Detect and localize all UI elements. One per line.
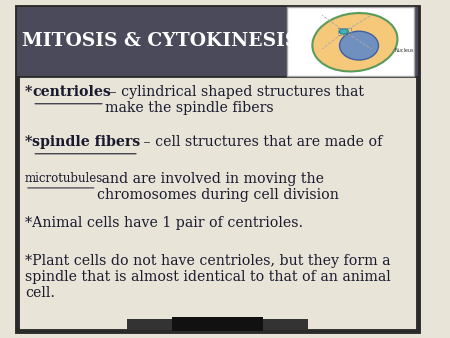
Text: *Plant cells do not have centrioles, but they form a
spindle that is almost iden: *Plant cells do not have centrioles, but…	[25, 254, 391, 300]
Ellipse shape	[312, 13, 397, 71]
Text: microtubules: microtubules	[25, 172, 103, 185]
Bar	[338, 28, 351, 35]
Ellipse shape	[340, 31, 378, 60]
Text: *: *	[25, 135, 32, 149]
Bar	[17, 7, 418, 76]
Bar	[172, 317, 263, 331]
Bar	[287, 7, 414, 76]
Text: MITOSIS & CYTOKINESIS: MITOSIS & CYTOKINESIS	[22, 32, 298, 50]
Text: centrioles: centrioles	[32, 85, 111, 99]
Bar	[127, 319, 308, 330]
Ellipse shape	[339, 29, 348, 34]
Text: *: *	[25, 85, 32, 99]
Text: and are involved in moving the
chromosomes during cell division: and are involved in moving the chromosom…	[97, 172, 338, 202]
Text: Nucleus: Nucleus	[395, 48, 414, 52]
Text: *Animal cells have 1 pair of centrioles.: *Animal cells have 1 pair of centrioles.	[25, 216, 303, 230]
Text: spindle fibers: spindle fibers	[32, 135, 140, 149]
Text: – cell structures that are made of: – cell structures that are made of	[139, 135, 382, 149]
Text: – cylindrical shaped structures that
make the spindle fibers: – cylindrical shaped structures that mak…	[105, 85, 364, 115]
